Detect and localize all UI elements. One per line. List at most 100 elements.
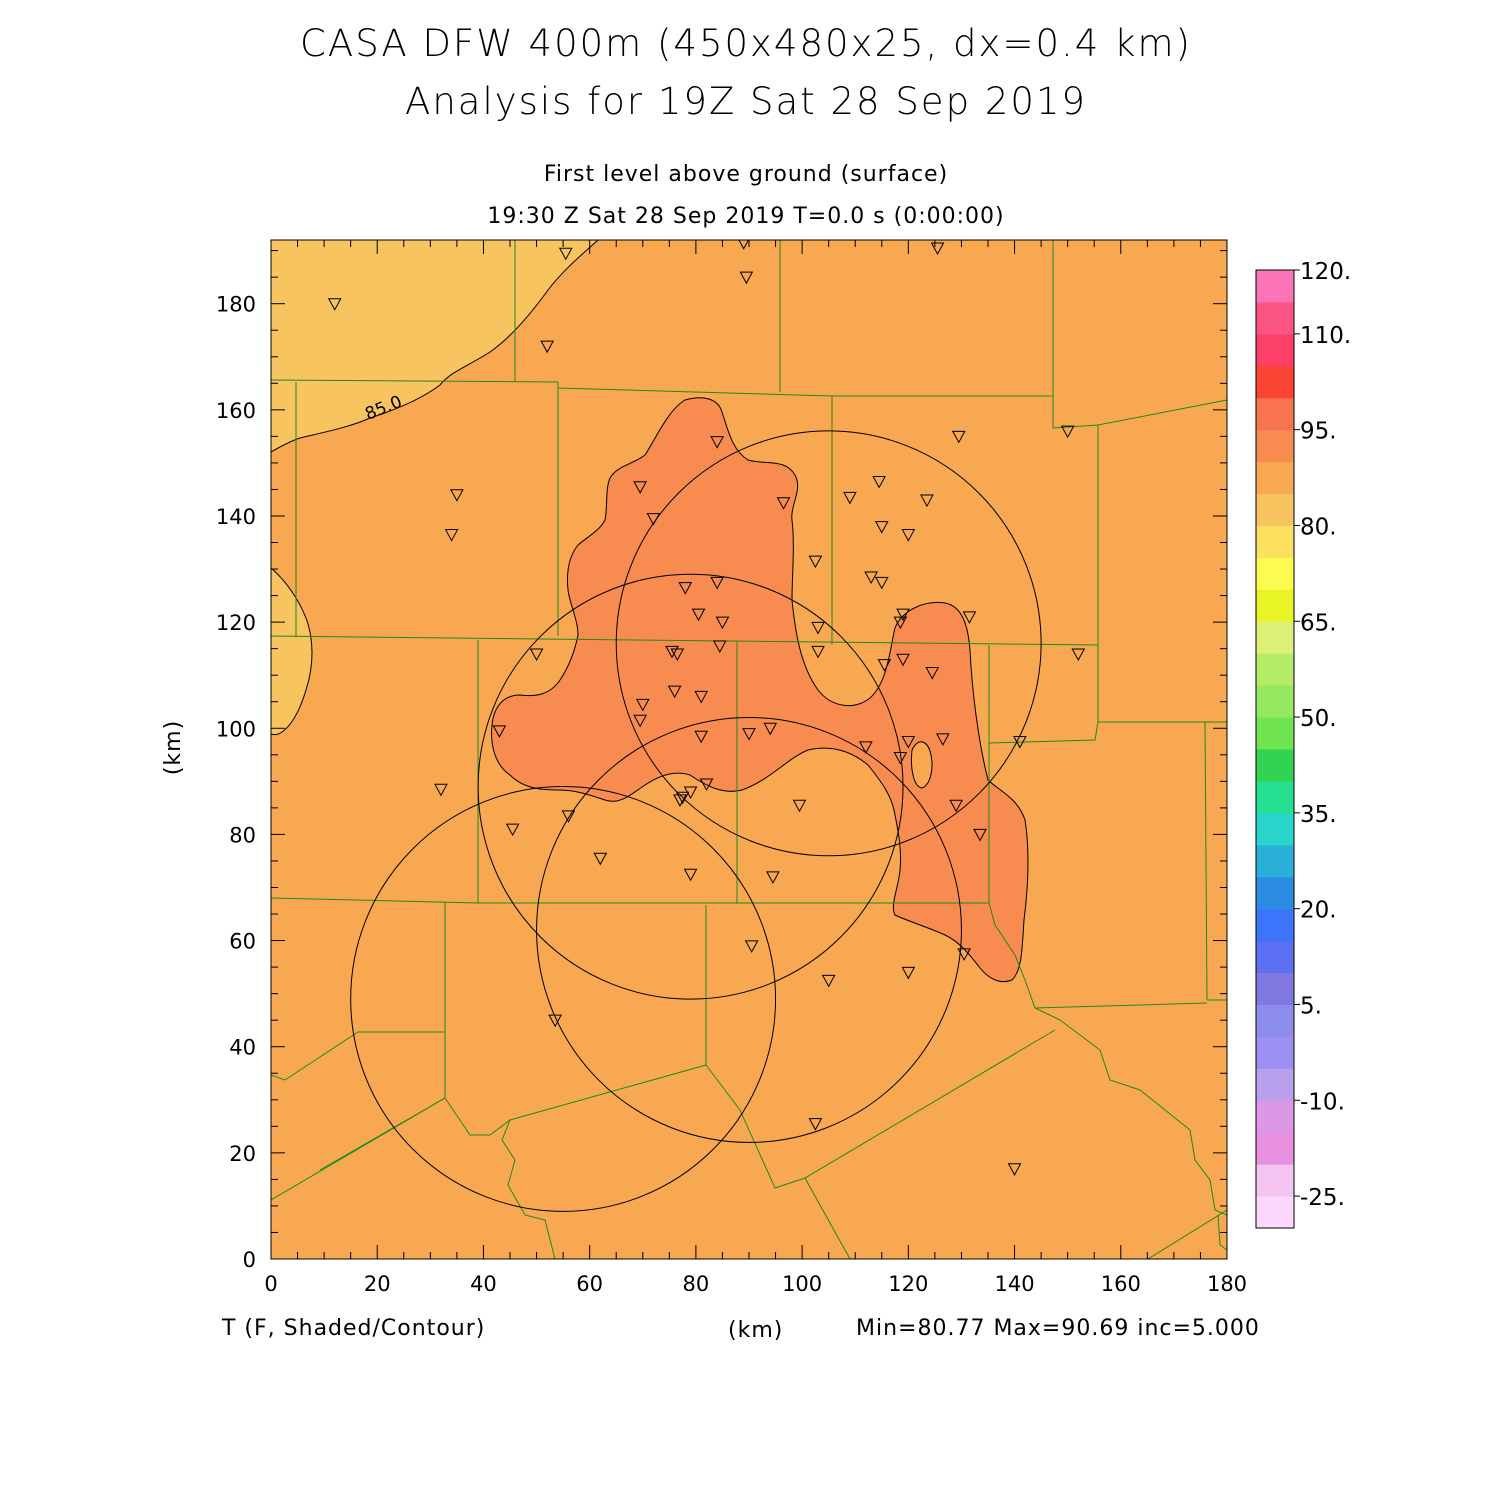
station-marker bbox=[712, 640, 727, 654]
colorbar-label: 80. bbox=[1300, 514, 1337, 540]
colorbar-label: 20. bbox=[1300, 898, 1337, 924]
stats-label: Min=80.77 Max=90.69 inc=5.000 bbox=[856, 1316, 1260, 1341]
y-tick-label: 160 bbox=[216, 399, 256, 423]
station-marker bbox=[670, 648, 685, 662]
station-marker bbox=[811, 645, 825, 659]
station-marker bbox=[1013, 736, 1027, 749]
subtitle-level: First level above ground (surface) bbox=[543, 162, 949, 187]
station-marker bbox=[744, 940, 759, 953]
station-marker bbox=[678, 582, 693, 595]
station-marker bbox=[710, 436, 724, 449]
station-marker bbox=[877, 659, 892, 672]
colorbar-swatch bbox=[1256, 621, 1294, 654]
x-tick-label: 160 bbox=[1101, 1272, 1141, 1296]
station-marker bbox=[558, 247, 573, 261]
colorbar-swatch bbox=[1256, 301, 1294, 335]
colorbar-swatch bbox=[1256, 589, 1294, 622]
radar-ring-4 bbox=[350, 785, 777, 1212]
station-marker bbox=[683, 868, 698, 882]
field-cool-region-west bbox=[271, 568, 312, 735]
station-marker bbox=[893, 751, 908, 765]
colorbar-swatch bbox=[1256, 397, 1294, 431]
county-boundaries bbox=[271, 240, 1227, 1259]
colorbar-frame bbox=[1255, 269, 1295, 1229]
station-marker bbox=[633, 714, 647, 728]
station-marker bbox=[763, 722, 778, 736]
station-marker bbox=[843, 491, 857, 505]
station-marker bbox=[1071, 648, 1086, 662]
x-tick-label: 0 bbox=[264, 1272, 277, 1296]
station-marker bbox=[665, 645, 679, 659]
station-markers bbox=[327, 240, 1086, 1176]
station-marker bbox=[901, 966, 916, 980]
station-marker bbox=[864, 571, 878, 585]
colorbar-label: 110. bbox=[1300, 323, 1351, 349]
x-tick-label: 20 bbox=[364, 1272, 391, 1296]
station-marker bbox=[872, 475, 886, 489]
colorbar-swatch bbox=[1256, 812, 1294, 846]
station-marker bbox=[859, 741, 873, 754]
station-marker bbox=[673, 794, 687, 807]
station-marker bbox=[715, 616, 730, 630]
colorbar-swatch bbox=[1256, 1164, 1294, 1197]
colorbar-label: 65. bbox=[1300, 610, 1337, 636]
y-tick-label: 60 bbox=[229, 930, 256, 954]
x-tick-label: 180 bbox=[1207, 1272, 1247, 1296]
colorbar-swatch bbox=[1256, 940, 1294, 974]
station-marker bbox=[646, 513, 661, 526]
station-marker bbox=[739, 271, 754, 285]
contour-lines bbox=[271, 240, 1029, 983]
colorbar-swatch bbox=[1256, 1036, 1294, 1069]
station-marker bbox=[874, 576, 889, 590]
colorbar-label: -10. bbox=[1300, 1089, 1345, 1115]
station-marker bbox=[973, 828, 987, 842]
colorbar-swatch bbox=[1256, 1004, 1294, 1037]
variable-label: T (F, Shaded/Contour) bbox=[222, 1316, 486, 1341]
station-marker bbox=[1007, 1163, 1022, 1176]
field-warm-region bbox=[491, 397, 1028, 982]
colorbar-swatch bbox=[1256, 876, 1294, 910]
x-axis-unit-label: (km) bbox=[728, 1318, 784, 1343]
station-marker bbox=[691, 608, 706, 622]
station-marker bbox=[699, 778, 714, 792]
station-marker bbox=[957, 948, 971, 961]
x-tick-label: 140 bbox=[995, 1272, 1035, 1296]
y-tick-label: 40 bbox=[229, 1036, 256, 1060]
colorbar-swatch bbox=[1256, 749, 1294, 782]
station-marker bbox=[738, 240, 749, 250]
colorbar-swatch bbox=[1256, 908, 1294, 942]
y-tick-label: 100 bbox=[216, 717, 256, 741]
station-marker bbox=[450, 489, 464, 502]
station-marker bbox=[548, 1014, 562, 1028]
y-tick-label: 120 bbox=[216, 611, 256, 635]
x-tick-label: 100 bbox=[782, 1272, 822, 1296]
station-marker bbox=[1060, 425, 1075, 439]
colorbar-swatch bbox=[1256, 461, 1294, 495]
colorbar-swatch bbox=[1256, 333, 1294, 367]
station-marker bbox=[936, 733, 950, 746]
station-marker bbox=[896, 653, 910, 667]
station-marker bbox=[540, 340, 555, 354]
station-marker bbox=[808, 1118, 823, 1131]
station-marker bbox=[635, 698, 650, 712]
station-marker bbox=[561, 810, 576, 823]
field-cool-region-northwest bbox=[271, 240, 598, 452]
colorbar-swatch bbox=[1256, 844, 1294, 878]
station-marker bbox=[893, 616, 908, 630]
station-marker bbox=[951, 430, 966, 444]
y-tick-label: 20 bbox=[229, 1142, 256, 1166]
station-marker bbox=[776, 497, 791, 510]
station-marker bbox=[901, 736, 916, 749]
station-marker bbox=[925, 667, 940, 680]
station-marker bbox=[529, 648, 544, 662]
colorbar-label: 95. bbox=[1300, 419, 1337, 445]
y-tick-label: 80 bbox=[229, 823, 256, 847]
x-tick-label: 120 bbox=[888, 1272, 928, 1296]
colorbar-swatch bbox=[1256, 557, 1294, 590]
station-marker bbox=[896, 608, 910, 622]
station-marker bbox=[821, 974, 836, 988]
colorbar-swatch bbox=[1256, 653, 1294, 686]
station-marker bbox=[930, 242, 945, 256]
colorbar-swatch bbox=[1256, 1132, 1294, 1165]
y-tick-label: 0 bbox=[243, 1248, 256, 1272]
